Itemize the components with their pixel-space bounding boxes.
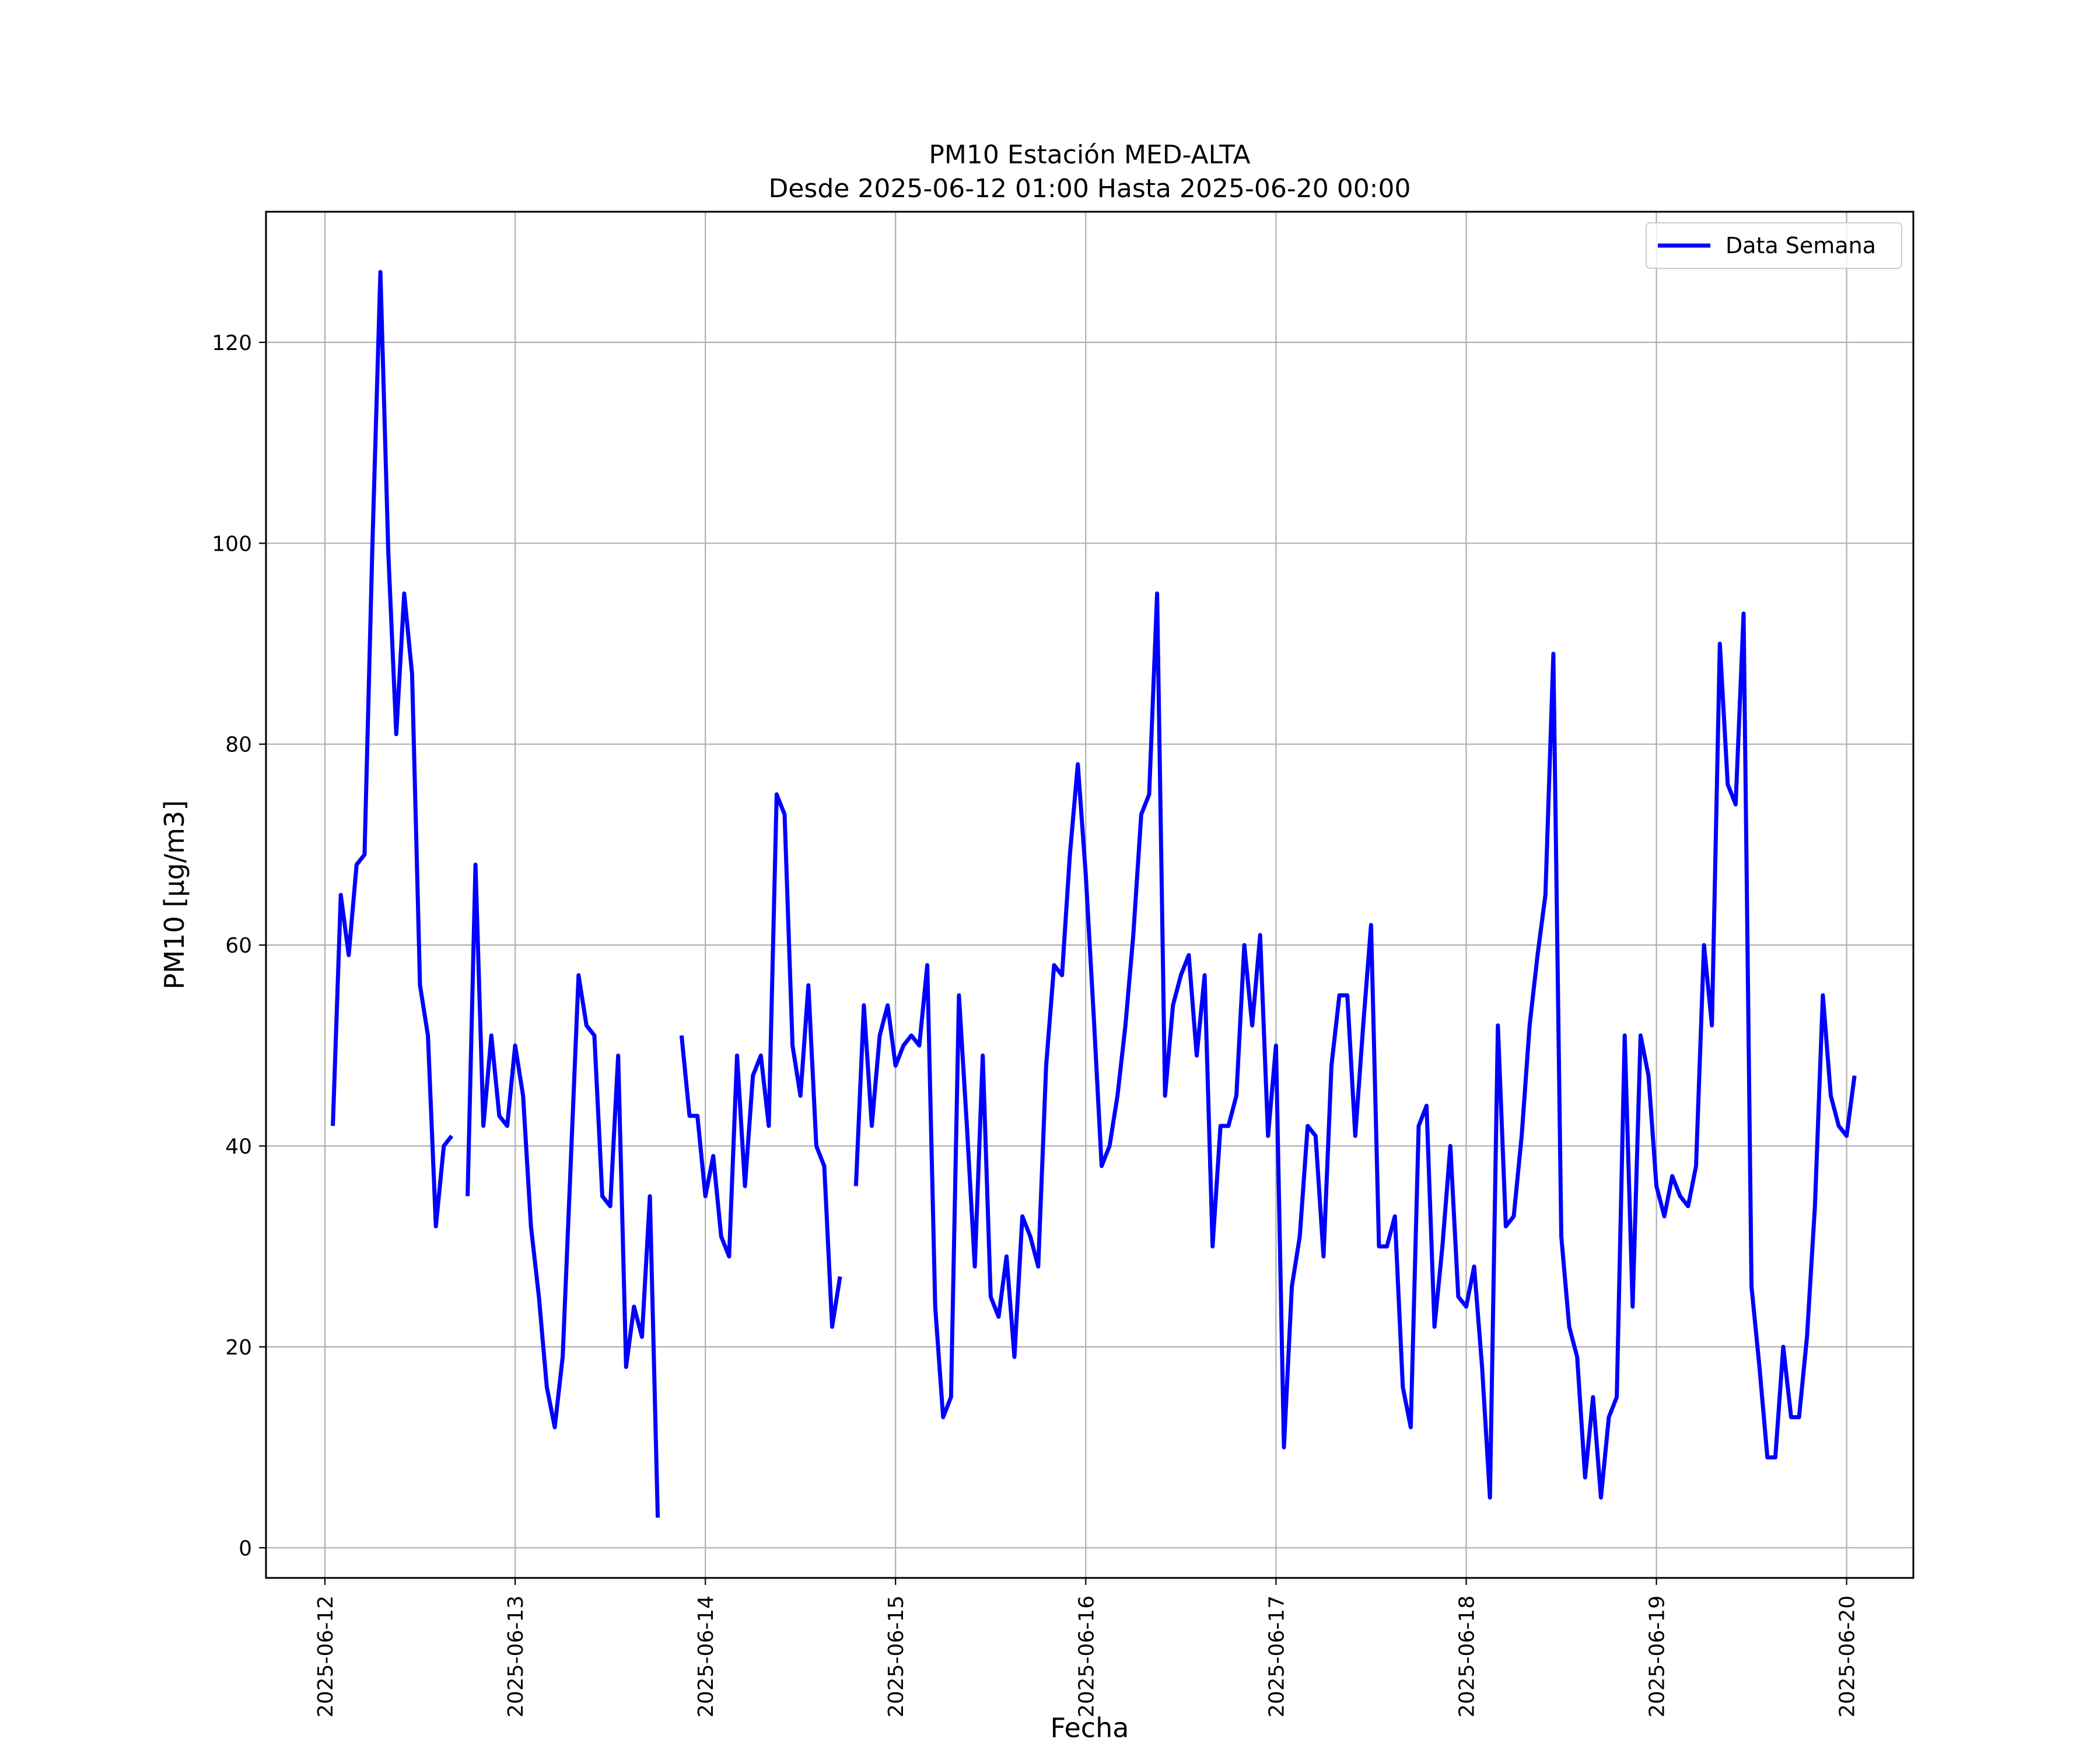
x-axis-label: Fecha	[1051, 1712, 1129, 1744]
x-tick-label: 2025-06-20	[1836, 1595, 1860, 1717]
y-tick-label: 40	[225, 1135, 252, 1159]
chart-subtitle: Desde 2025-06-12 01:00 Hasta 2025-06-20 …	[768, 174, 1410, 204]
y-tick-label: 20	[225, 1336, 252, 1360]
legend: Data Semana	[1646, 222, 1902, 269]
y-axis-label: PM10 [μg/m3]	[159, 800, 190, 990]
x-tick-label: 2025-06-17	[1265, 1595, 1289, 1717]
y-tick-label: 120	[212, 331, 252, 355]
y-tick-label: 60	[225, 934, 252, 958]
y-axis-label-group: PM10 [μg/m3]	[159, 800, 190, 990]
chart-title: PM10 Estación MED-ALTA	[929, 140, 1250, 170]
x-tick-label: 2025-06-18	[1455, 1595, 1479, 1717]
y-tick-label: 80	[225, 733, 252, 757]
x-tick-label: 2025-06-12	[314, 1595, 338, 1717]
x-tick-label: 2025-06-19	[1646, 1595, 1670, 1717]
y-tick-label: 100	[212, 532, 252, 556]
x-tick-label: 2025-06-13	[504, 1595, 528, 1717]
x-tick-label: 2025-06-14	[694, 1595, 718, 1717]
data-line-layer	[331, 270, 1857, 1518]
y-tick-label: 0	[239, 1536, 252, 1560]
grid-lines	[266, 212, 1913, 1578]
axis-ticks: 2025-06-12 2025-06-13 2025-06-14 2025-06-15…	[212, 331, 1859, 1717]
plot-area-frame	[265, 211, 1915, 1579]
x-tick-label: 2025-06-15	[884, 1595, 908, 1717]
legend-box	[1646, 222, 1902, 269]
x-tick-label: 2025-06-16	[1074, 1595, 1098, 1717]
legend-label: Data Semana	[1726, 233, 1876, 258]
series-line-data-semana	[331, 270, 1857, 1518]
